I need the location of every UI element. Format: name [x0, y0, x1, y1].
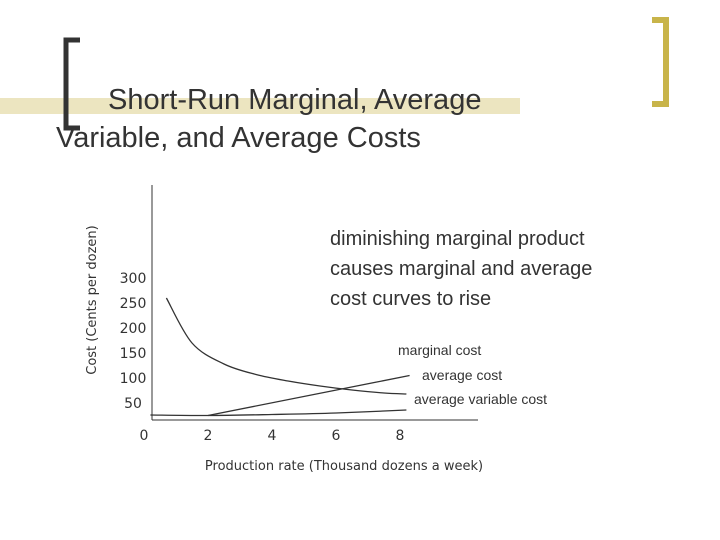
y-tick-label: 100	[120, 371, 147, 387]
series-layer	[150, 297, 410, 417]
y-tick-label: 50	[124, 396, 142, 412]
chart-axes	[151, 185, 478, 421]
x-axis-label: Production rate (Thousand dozens a week)	[205, 459, 483, 474]
annotation-average-cost: average cost	[422, 367, 503, 383]
left-bracket	[63, 37, 80, 131]
series-line-average-cost	[165, 297, 407, 395]
accent-bar	[0, 98, 520, 114]
series-line-average-variable-cost	[150, 409, 407, 417]
annotation-diminishing-line-3: cost curves to rise	[330, 288, 492, 310]
x-tick-label: 8	[396, 428, 405, 444]
x-tick-labels: 0 2 4 6 8	[140, 428, 405, 444]
page-title-line-1: Short-Run Marginal, Average	[108, 84, 482, 116]
annotation-average-variable-cost: average variable cost	[414, 391, 548, 407]
y-tick-label: 150	[120, 346, 147, 362]
y-axis-label: Cost (Cents per dozen)	[85, 225, 100, 375]
y-tick-labels: 300 250 200 150 100 50	[120, 271, 147, 412]
annotation-marginal-cost: marginal cost	[398, 342, 482, 358]
x-tick-label: 6	[332, 428, 341, 444]
annotation-diminishing-line-2: causes marginal and average	[330, 258, 593, 280]
series-line-marginal-cost	[207, 374, 410, 417]
y-tick-label: 200	[120, 321, 147, 337]
x-tick-label: 2	[204, 428, 213, 444]
page-title-line-2: Variable, and Average Costs	[56, 122, 421, 154]
y-tick-label: 250	[120, 296, 147, 312]
y-tick-label: 300	[120, 271, 147, 287]
right-bracket	[652, 17, 669, 107]
annotation-diminishing-line-1: diminishing marginal product	[330, 228, 585, 250]
x-tick-label: 4	[268, 428, 277, 444]
x-tick-label: 0	[140, 428, 149, 444]
